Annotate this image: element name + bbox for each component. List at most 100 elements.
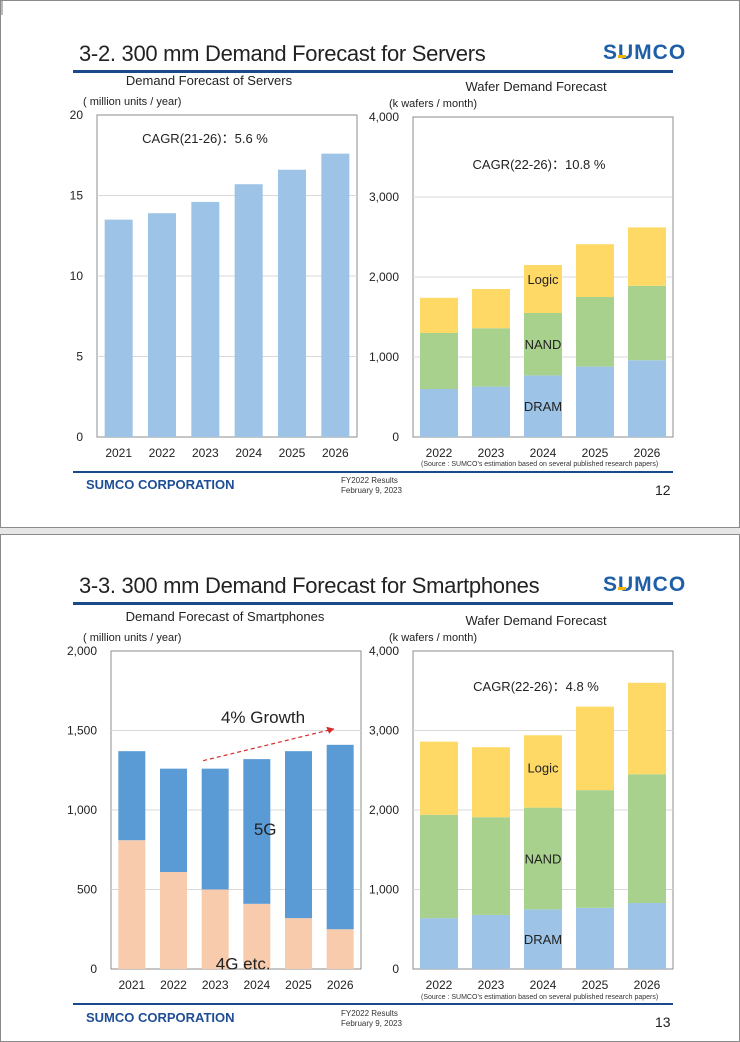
x-tick-label: 2025 xyxy=(582,446,609,460)
bar-2022 xyxy=(148,213,176,437)
series-label-nand: NAND xyxy=(525,851,562,866)
bar-2026 xyxy=(321,153,350,437)
bar-dram-2022 xyxy=(420,918,458,969)
footer-rule xyxy=(73,471,673,473)
bar-5g-2026 xyxy=(326,744,354,930)
cagr-annotation: CAGR(22-26)：4.8 % xyxy=(473,679,599,694)
x-tick-label: 2026 xyxy=(634,978,661,992)
x-tick-label: 2022 xyxy=(426,978,453,992)
phone-units-chart: Demand Forecast of Smartphones ( million … xyxy=(67,609,362,992)
logo-text: SUMCO xyxy=(603,41,687,64)
y-tick-label: 1,000 xyxy=(67,803,97,817)
bar-2025 xyxy=(278,169,306,437)
server-wafers-chart: Wafer Demand Forecast (k wafers / month) 0… xyxy=(369,79,674,460)
x-tick-label: 2025 xyxy=(582,978,609,992)
y-tick-label: 1,000 xyxy=(369,883,399,897)
fy-line2: February 9, 2023 xyxy=(341,486,402,495)
left-edge-mark xyxy=(1,1,3,15)
y-tick-label: 0 xyxy=(392,962,399,976)
bar-nand-2023 xyxy=(472,328,510,387)
title-rule xyxy=(73,602,673,605)
slide-smartphones: 3-3. 300 mm Demand Forecast for Smartpho… xyxy=(0,534,740,1042)
logo-accent xyxy=(618,587,626,590)
x-tick-label: 2024 xyxy=(530,446,557,460)
bar-5g-2022 xyxy=(160,768,187,873)
x-tick-label: 2023 xyxy=(192,446,219,460)
bar-5g-2021 xyxy=(118,751,146,841)
bar-logic-2026 xyxy=(628,227,666,286)
results-date: FY2022 Results February 9, 2023 xyxy=(341,476,402,496)
bar-nand-2026 xyxy=(628,285,666,361)
y-tick-label: 0 xyxy=(90,962,97,976)
y-tick-label: 4,000 xyxy=(369,644,399,658)
bar-nand-2022 xyxy=(420,333,458,389)
source-note: (Source : SUMCO’s estimation based on se… xyxy=(421,994,659,1001)
series-label-dram: DRAM xyxy=(524,399,562,414)
bar-nand-2025 xyxy=(576,297,614,367)
server-units-chart: Demand Forecast of Servers ( million unit… xyxy=(70,73,358,460)
series-label-4g-etc-: 4G etc. xyxy=(216,954,271,973)
bar-dram-2023 xyxy=(472,914,510,969)
y-tick-label: 1,500 xyxy=(67,724,97,738)
sumco-logo: SUMCO xyxy=(603,41,686,65)
bar-nand-2025 xyxy=(576,790,614,908)
y-tick-label: 1,000 xyxy=(369,350,399,364)
bar-logic-2024 xyxy=(524,265,562,313)
y-tick-label: 3,000 xyxy=(369,724,399,738)
x-tick-label: 2022 xyxy=(160,978,187,992)
corporation-name: SUMCO CORPORATION xyxy=(86,1010,235,1025)
y-tick-label: 2,000 xyxy=(67,644,97,658)
page-number: 13 xyxy=(655,1014,671,1030)
page-number: 12 xyxy=(655,482,671,498)
series-label-5g: 5G xyxy=(254,820,277,839)
bar-nand-2024 xyxy=(524,807,562,910)
y-tick-label: 5 xyxy=(76,350,83,364)
bar-logic-2024 xyxy=(524,735,562,808)
fy-line1: FY2022 Results xyxy=(341,1009,398,1018)
growth-annotation: 4% Growth xyxy=(221,708,305,727)
y-tick-label: 20 xyxy=(70,108,84,122)
chart-title: Wafer Demand Forecast xyxy=(465,613,607,628)
logo-accent xyxy=(618,55,626,58)
bar-dram-2022 xyxy=(420,389,458,437)
growth-arrowhead xyxy=(326,726,335,734)
footer-rule xyxy=(73,1003,673,1005)
fy-line1: FY2022 Results xyxy=(341,476,398,485)
y-tick-label: 2,000 xyxy=(369,803,399,817)
y-tick-label: 0 xyxy=(76,430,83,444)
bar-logic-2022 xyxy=(420,297,458,333)
bar-logic-2022 xyxy=(420,741,458,815)
x-tick-label: 2022 xyxy=(426,446,453,460)
x-tick-label: 2021 xyxy=(118,978,145,992)
x-tick-label: 2024 xyxy=(243,978,270,992)
bar-nand-2026 xyxy=(628,774,666,904)
x-tick-label: 2023 xyxy=(478,446,505,460)
x-tick-label: 2023 xyxy=(478,978,505,992)
bar-dram-2026 xyxy=(628,903,666,969)
y-tick-label: 2,000 xyxy=(369,270,399,284)
x-tick-label: 2021 xyxy=(105,446,132,460)
bar-dram-2023 xyxy=(472,386,510,437)
bar-logic-2026 xyxy=(628,682,666,775)
bar-4g-etc--2022 xyxy=(160,872,187,969)
y-tick-label: 15 xyxy=(70,189,84,203)
bar-4g-etc--2021 xyxy=(118,840,146,969)
sumco-logo: SUMCO xyxy=(603,573,686,597)
cagr-annotation: CAGR(21-26)：5.6 % xyxy=(142,131,268,146)
bar-4g-etc--2025 xyxy=(285,918,312,969)
bar-nand-2022 xyxy=(420,814,458,919)
source-note: (Source : SUMCO’s estimation based on se… xyxy=(421,461,659,468)
y-axis-unit-label: ( million units / year) xyxy=(83,632,181,644)
bar-logic-2023 xyxy=(472,289,510,329)
bar-2021 xyxy=(104,219,133,437)
fy-line2: February 9, 2023 xyxy=(341,1019,402,1028)
y-tick-label: 500 xyxy=(77,883,97,897)
title-rule xyxy=(73,70,673,73)
bar-dram-2025 xyxy=(576,907,614,969)
y-tick-label: 4,000 xyxy=(369,110,399,124)
slide-title: 3-3. 300 mm Demand Forecast for Smartpho… xyxy=(79,573,540,598)
y-axis-unit-label: (k wafers / month) xyxy=(389,98,477,110)
x-tick-label: 2026 xyxy=(634,446,661,460)
logo-text: SUMCO xyxy=(603,573,687,596)
bar-nand-2023 xyxy=(472,817,510,915)
